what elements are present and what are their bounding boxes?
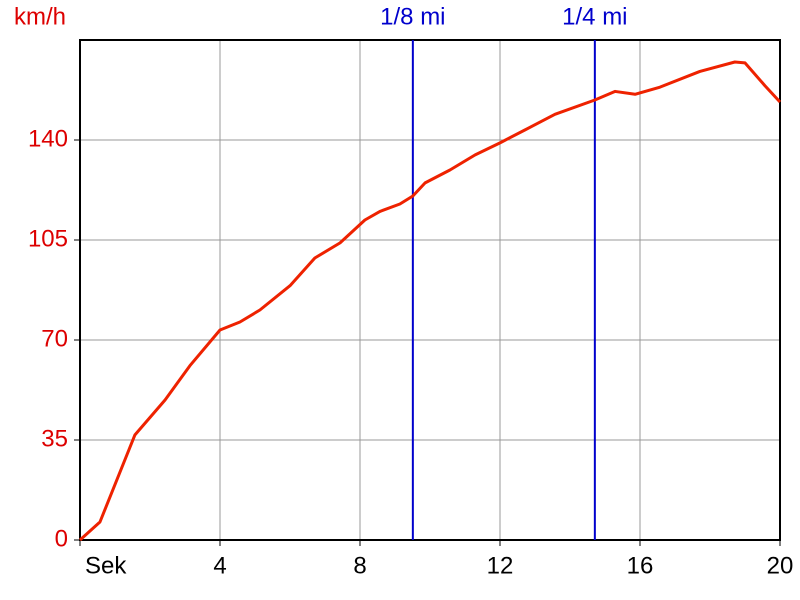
plot-frame [79,39,781,541]
x-tick-label: 4 [213,552,226,579]
y-axis-label: km/h [14,3,66,30]
x-tick-label: Sek [85,552,127,579]
y-tick-label: 105 [28,225,68,252]
distance-marker-label: 1/4 mi [562,3,627,30]
x-tick-label: 20 [767,552,794,579]
x-tick-label: 8 [353,552,366,579]
y-tick-label: 35 [41,425,68,452]
x-tick-label: 12 [487,552,514,579]
x-tick-label: 16 [627,552,654,579]
distance-marker-label: 1/8 mi [380,3,445,30]
y-tick-label: 70 [41,325,68,352]
y-tick-label: 140 [28,125,68,152]
y-tick-label: 0 [55,525,68,552]
data-line [78,60,782,542]
